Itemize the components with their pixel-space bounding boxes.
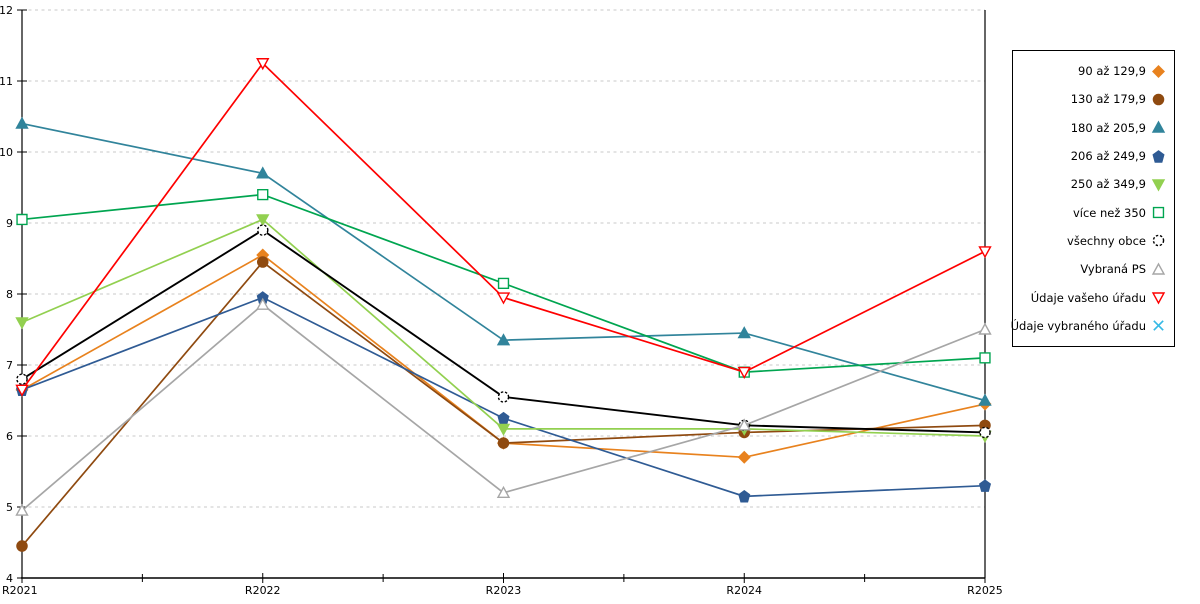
series-4 bbox=[15, 214, 992, 443]
series-marker bbox=[738, 489, 751, 503]
y-tick-label: 4 bbox=[6, 572, 13, 585]
y-tick-label: 5 bbox=[6, 501, 13, 514]
series-marker bbox=[979, 352, 991, 364]
series-marker bbox=[496, 333, 511, 346]
x-tick-label: R2022 bbox=[245, 584, 281, 597]
series-line bbox=[21, 260, 986, 547]
x-tick-label: R2024 bbox=[726, 584, 762, 597]
series-marker bbox=[256, 256, 269, 268]
series-5 bbox=[16, 188, 991, 378]
legend-label: 90 až 129,9 bbox=[1078, 64, 1146, 79]
legend-item: všechny obce bbox=[1013, 233, 1174, 248]
legend-label: Údaje vybraného úřadu bbox=[1010, 318, 1146, 333]
legend-label: 250 až 349,9 bbox=[1070, 177, 1146, 192]
series-marker bbox=[256, 214, 270, 227]
series-marker bbox=[978, 393, 992, 406]
series-marker bbox=[737, 418, 751, 431]
legend-label: 180 až 205,9 bbox=[1070, 120, 1146, 135]
series-marker bbox=[16, 373, 28, 385]
triangle-up-legend-icon bbox=[1151, 120, 1166, 133]
series-marker bbox=[979, 426, 991, 439]
series-marker bbox=[256, 166, 270, 179]
series-line bbox=[21, 218, 986, 437]
series-marker bbox=[496, 485, 511, 499]
series-marker bbox=[978, 246, 992, 259]
series-marker bbox=[15, 384, 29, 397]
series-8 bbox=[15, 58, 992, 397]
x-tick-label: R2021 bbox=[2, 584, 38, 597]
triangle-down-legend-icon bbox=[1151, 179, 1166, 192]
legend: 90 až 129,9 130 až 179,9 180 až 205,9 206 a… bbox=[1010, 50, 1175, 347]
series-marker bbox=[497, 277, 510, 289]
legend-label: Údaje vašeho úřadu bbox=[1030, 290, 1146, 305]
series-marker bbox=[978, 322, 992, 335]
series-2 bbox=[15, 116, 992, 406]
legend-label: Vybraná PS bbox=[1080, 262, 1146, 277]
legend-item: 130 až 179,9 bbox=[1013, 92, 1174, 107]
circle-legend-icon bbox=[1152, 93, 1165, 106]
triangle-up-legend-icon bbox=[1151, 262, 1166, 275]
series-line bbox=[21, 122, 986, 402]
series-marker bbox=[496, 292, 511, 305]
y-tick-label: 12 bbox=[0, 4, 13, 17]
series-marker bbox=[16, 540, 28, 552]
series-marker bbox=[497, 391, 510, 403]
series-1 bbox=[16, 256, 991, 552]
series-marker bbox=[256, 224, 269, 236]
series-marker bbox=[737, 326, 751, 339]
square-legend-icon bbox=[1152, 206, 1165, 219]
diamond-legend-icon bbox=[1152, 64, 1165, 78]
y-tick-label: 8 bbox=[6, 288, 13, 301]
series-marker bbox=[15, 317, 29, 330]
series-marker bbox=[737, 450, 751, 464]
legend-label: všechny obce bbox=[1067, 233, 1146, 248]
series-marker bbox=[256, 58, 270, 71]
series-marker bbox=[256, 297, 270, 310]
pentagon-legend-icon bbox=[1152, 149, 1165, 163]
series-marker bbox=[496, 423, 511, 436]
legend-label: 130 až 179,9 bbox=[1070, 92, 1146, 107]
legend-item: Údaje vybraného úřadu bbox=[1010, 318, 1174, 333]
legend-item: 206 až 249,9 bbox=[1013, 149, 1174, 164]
series-marker bbox=[16, 213, 28, 226]
legend-label: více než 350 bbox=[1072, 205, 1146, 220]
series-marker bbox=[497, 411, 510, 425]
legend-item: Vybraná PS bbox=[1013, 262, 1174, 277]
circle-dashed-legend-icon bbox=[1152, 235, 1165, 247]
x-tick-label: R2023 bbox=[486, 584, 522, 597]
series-6 bbox=[16, 224, 991, 439]
y-tick-label: 7 bbox=[6, 359, 13, 372]
y-tick-label: 6 bbox=[6, 430, 13, 443]
legend-item: více než 350 bbox=[1013, 205, 1174, 220]
legend-item: Údaje vašeho úřadu bbox=[1013, 290, 1174, 305]
triangle-down-legend-icon bbox=[1151, 292, 1166, 305]
x-legend-icon bbox=[1153, 320, 1164, 332]
series-7 bbox=[15, 297, 992, 516]
x-tick-label: R2025 bbox=[967, 584, 1003, 597]
series-marker bbox=[978, 479, 992, 492]
y-tick-label: 10 bbox=[0, 146, 13, 159]
series-marker bbox=[497, 437, 510, 449]
legend-label: 206 až 249,9 bbox=[1070, 149, 1146, 164]
legend-item: 90 až 129,9 bbox=[1013, 64, 1174, 79]
y-tick-label: 11 bbox=[0, 75, 13, 88]
series-marker bbox=[737, 366, 751, 380]
legend-item: 250 až 349,9 bbox=[1013, 177, 1174, 192]
legend-item: 180 až 205,9 bbox=[1013, 120, 1174, 135]
y-tick-label: 9 bbox=[6, 217, 13, 230]
series-marker bbox=[257, 188, 269, 201]
series-marker bbox=[15, 116, 29, 129]
series-marker bbox=[15, 503, 29, 516]
